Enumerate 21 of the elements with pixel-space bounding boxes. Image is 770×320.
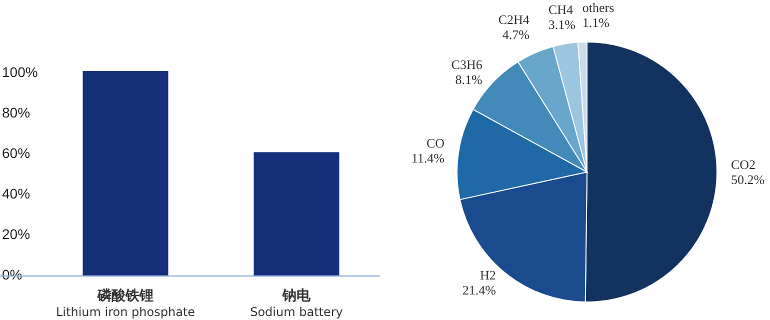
slice-label: H2 bbox=[480, 268, 496, 283]
data-label: 11.4% bbox=[411, 150, 445, 166]
data-label: 21.4% bbox=[462, 282, 496, 298]
data-label: 3.1% bbox=[548, 16, 576, 32]
y-tick-label: 20% bbox=[2, 226, 30, 242]
data-label: 50.2% bbox=[730, 172, 765, 187]
slice-label: CO bbox=[426, 135, 444, 150]
x-tick-label: 磷酸铁锂 Lithium iron phosphate bbox=[56, 288, 196, 319]
slice-label: C2H4 bbox=[498, 12, 530, 28]
slice-label: CH4 bbox=[548, 2, 574, 17]
slice-label: CO2 bbox=[730, 156, 756, 172]
slice-label: others bbox=[582, 0, 614, 16]
data-label: 4.7% bbox=[502, 27, 530, 42]
y-tick-label: 80% bbox=[2, 104, 30, 120]
y-tick-label: 100% bbox=[2, 64, 38, 80]
x-tick-label: 钠电 Sodium battery bbox=[250, 288, 343, 319]
slice-label: C3H6 bbox=[451, 57, 483, 72]
y-tick-label: 40% bbox=[2, 186, 30, 202]
data-label: 1.1% bbox=[582, 15, 610, 30]
y-tick-label: 60% bbox=[2, 144, 30, 161]
data-label: 8.1% bbox=[455, 72, 482, 88]
